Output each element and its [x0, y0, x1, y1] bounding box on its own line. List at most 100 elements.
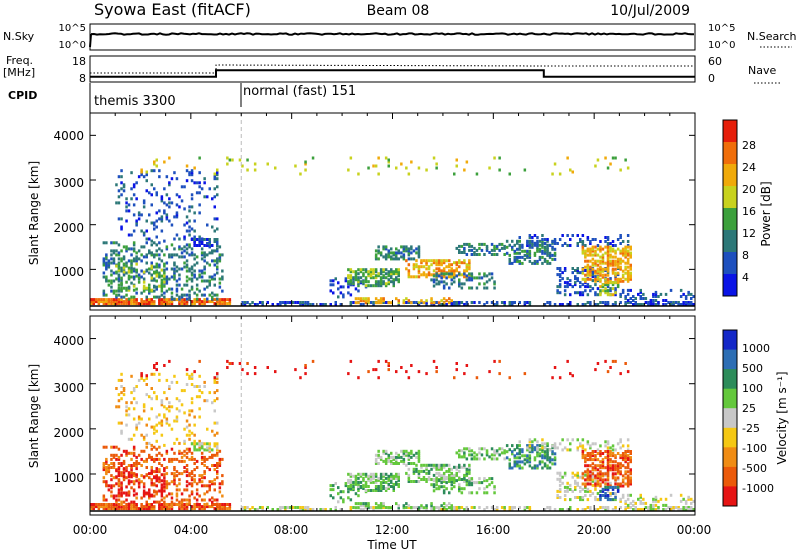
velocity-cell: [163, 469, 166, 473]
power-cell: [135, 302, 138, 306]
power-cell: [342, 285, 345, 289]
velocity-cell: [359, 485, 363, 488]
power-cell: [155, 285, 158, 289]
power-cell: [591, 263, 595, 267]
velocity-cell: [606, 466, 610, 470]
velocity-cell: [299, 506, 302, 509]
velocity-cell: [150, 455, 153, 459]
velocity-cell: [422, 469, 426, 473]
power-cell: [538, 239, 542, 243]
velocity-cell: [125, 409, 128, 413]
velocity-cell: [130, 466, 133, 469]
power-cell: [155, 243, 158, 247]
power-cell: [606, 242, 610, 245]
power-cell: [508, 259, 511, 263]
power-cell: [584, 269, 587, 272]
velocity-cell: [478, 447, 481, 451]
power-cell: [621, 273, 625, 277]
power-cell: [165, 203, 169, 207]
power-cell: [596, 287, 600, 291]
power-cell: [185, 283, 189, 287]
velocity-cell: [387, 362, 390, 365]
power-cell: [369, 276, 373, 280]
velocity-cell: [599, 474, 602, 478]
velocity-cell: [571, 471, 574, 475]
power-cell: [372, 303, 375, 306]
power-cell: [102, 259, 106, 263]
velocity-cell: [599, 482, 602, 486]
power-cell: [347, 280, 350, 284]
power-cell: [596, 275, 600, 279]
power-cell: [125, 280, 128, 284]
velocity-cell: [125, 449, 128, 453]
velocity-cell: [132, 480, 136, 484]
power-cell: [624, 295, 627, 298]
velocity-cell: [563, 498, 567, 502]
power-cell: [107, 300, 111, 304]
velocity-cell: [198, 478, 201, 482]
velocity-cell: [170, 427, 174, 431]
velocity-cell: [614, 506, 617, 509]
power-cell: [596, 158, 600, 162]
power-cell: [382, 276, 385, 280]
velocity-cell: [455, 473, 458, 477]
power-cell: [190, 179, 194, 183]
power-cell: [432, 301, 436, 305]
power-cell: [606, 251, 610, 255]
velocity-cell: [178, 488, 181, 492]
power-cell: [450, 272, 453, 276]
velocity-cell: [528, 438, 532, 442]
velocity-cell: [513, 454, 516, 458]
power-cell: [107, 283, 111, 287]
velocity-cell: [543, 464, 547, 468]
velocity-cell: [175, 488, 179, 492]
power-cell: [586, 273, 590, 277]
power-cell: [405, 297, 408, 301]
velocity-cell: [243, 508, 247, 511]
velocity-cell: [569, 372, 572, 376]
velocity-cell: [198, 494, 201, 498]
velocity-cell: [626, 480, 630, 484]
power-cell: [354, 287, 358, 291]
velocity-cell: [374, 368, 378, 372]
velocity-cell: [528, 456, 532, 460]
power-cell: [291, 301, 295, 304]
power-cell: [183, 261, 186, 265]
power-cell: [195, 297, 199, 301]
velocity-cell: [480, 481, 484, 485]
power-cell: [384, 276, 388, 280]
velocity-cell: [596, 362, 600, 365]
power-cell: [180, 293, 184, 297]
power-cell: [626, 301, 630, 304]
power-cell: [92, 298, 95, 302]
power-cell: [652, 292, 655, 296]
power-cell: [200, 302, 204, 306]
power-cell: [619, 267, 622, 271]
velocity-cell: [150, 397, 153, 401]
velocity-cell: [218, 459, 222, 463]
velocity-cell: [594, 368, 597, 372]
power-cell: [546, 247, 549, 251]
velocity-cell: [581, 454, 585, 458]
power-cell: [180, 247, 184, 251]
power-cell: [213, 217, 216, 221]
power-cell: [528, 236, 532, 239]
power-cell: [594, 303, 597, 306]
velocity-cell: [117, 455, 121, 459]
velocity-cell: [173, 474, 176, 478]
velocity-cell: [163, 391, 166, 395]
power-cell: [604, 283, 607, 287]
velocity-cell: [412, 467, 416, 471]
power-cell: [551, 257, 554, 261]
power-cell: [521, 249, 524, 253]
power-cell: [407, 247, 411, 251]
power-cell: [115, 293, 118, 297]
velocity-cell: [208, 505, 211, 509]
velocity-cell: [594, 468, 597, 472]
velocity-cell: [221, 503, 224, 506]
velocity-cell: [90, 505, 93, 509]
power-cell: [485, 248, 489, 252]
velocity-cell: [170, 500, 174, 504]
velocity-cell: [344, 484, 348, 488]
power-cell: [611, 271, 615, 275]
